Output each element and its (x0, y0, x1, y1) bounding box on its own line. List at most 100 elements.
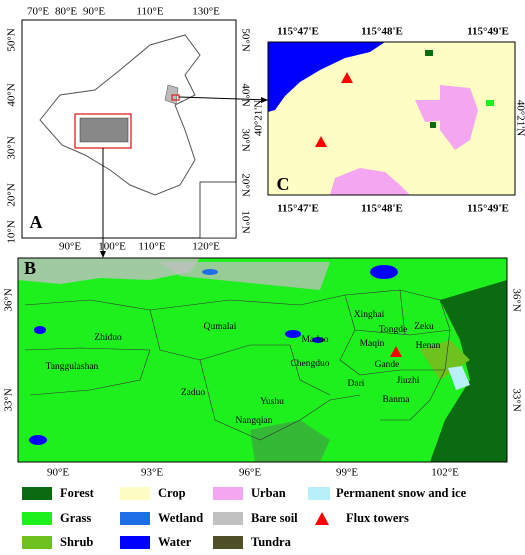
tick-label: 36°N (3, 288, 15, 311)
lake (34, 326, 46, 334)
tick-label: 30°N (239, 128, 251, 151)
legend-swatch (213, 487, 243, 500)
tick-label: 115°49'E (467, 203, 509, 215)
tick-label: 40°21'N (514, 100, 525, 136)
tick-label: 10°N (6, 220, 18, 243)
study-area (79, 117, 129, 143)
lake (370, 265, 398, 279)
tick-label: 90°E (59, 241, 81, 253)
tick-label: 99°E (336, 467, 358, 479)
place-label: Maduo (302, 335, 329, 345)
tick-label: 120°E (192, 241, 220, 253)
tick-label: 100°E (98, 241, 126, 253)
panel-label: A (30, 212, 43, 232)
snow-ice (448, 366, 470, 390)
lake (285, 330, 301, 338)
legend-swatch (22, 487, 52, 500)
legend-swatch (120, 536, 150, 549)
place-label: Gande (375, 360, 400, 370)
tick-label: 36°N (510, 288, 522, 311)
water (268, 42, 385, 112)
tick-label: 96°E (239, 467, 261, 479)
place-label: Jiuzhi (397, 376, 420, 386)
legend-swatch (22, 512, 52, 525)
tick-label: 40°21'N (253, 100, 265, 136)
legend-label: Forest (60, 486, 95, 500)
tick-label: 80°E (55, 6, 77, 18)
tick-label: 30°N (6, 136, 18, 159)
urban (415, 100, 445, 122)
place-label: Chengduo (290, 359, 329, 369)
tick-label: 20°N (6, 183, 18, 206)
legend-swatch (315, 512, 329, 525)
frame (267, 41, 516, 196)
flux-tower (315, 136, 327, 147)
tick-label: 102°E (431, 467, 459, 479)
inset (199, 181, 237, 239)
tick-label: 93°E (141, 467, 163, 479)
tick-label: 90°E (47, 467, 69, 479)
lake (202, 269, 218, 275)
tick-label: 10°N (239, 210, 251, 233)
legend-swatch (120, 487, 150, 500)
forest (425, 50, 433, 56)
legend-label: Wetland (158, 511, 203, 525)
lake (312, 337, 324, 343)
tick-label: 20°N (239, 173, 251, 196)
tick-label: 110°E (136, 6, 163, 18)
panel-label: B (24, 258, 36, 278)
place-label: Maqin (360, 339, 385, 349)
forest (250, 420, 330, 462)
legend-label: Permanent snow and ice (336, 486, 467, 500)
bare-soil (18, 258, 200, 284)
legend-label: Crop (158, 486, 186, 500)
panel-b (17, 257, 508, 463)
forest (430, 122, 436, 128)
grass (486, 100, 494, 106)
urban (440, 85, 478, 150)
arrowhead (100, 251, 106, 258)
place-label: Henan (416, 341, 441, 351)
legend-label: Bare soil (251, 511, 298, 525)
place-label: Qumalai (204, 322, 237, 332)
place-label: Nangqian (236, 416, 273, 426)
tick-label: 50°N (239, 28, 251, 51)
tick-label: 70°E (27, 6, 49, 18)
bare-soil (160, 262, 330, 290)
panel-c (267, 41, 516, 196)
place-label: Xinghai (354, 310, 385, 320)
legend-label: Flux towers (346, 511, 409, 525)
legend-swatch (213, 536, 243, 549)
legend-label: Shrub (60, 535, 93, 549)
place-label: Banma (383, 395, 411, 405)
place-label: Zeku (414, 322, 434, 332)
place-label: Tongde (379, 325, 407, 335)
forest (430, 280, 507, 462)
shrub (420, 340, 470, 380)
panel-label: C (277, 174, 290, 194)
tick-label: 130°E (192, 6, 220, 18)
tick-label: 115°48'E (361, 26, 403, 38)
legend-swatch (120, 512, 150, 525)
tick-label: 90°E (83, 6, 105, 18)
legend-label: Water (158, 535, 192, 549)
flux-tower (341, 72, 353, 83)
place-label: Zaduo (181, 388, 206, 398)
legend-label: Tundra (251, 535, 292, 549)
frame (17, 257, 508, 463)
tick-label: 33°N (510, 388, 522, 411)
flux-tower (390, 346, 402, 357)
tick-label: 115°47'E (277, 26, 319, 38)
county-borders (24, 289, 451, 441)
place-label: Tanggulashan (46, 362, 99, 372)
tick-label: 115°48'E (361, 203, 403, 215)
legend-label: Urban (251, 486, 286, 500)
legend-label: Grass (60, 511, 91, 525)
lake (29, 435, 47, 445)
place-label: Zhiduo (94, 333, 122, 343)
tick-label: 110°E (138, 241, 165, 253)
legend-swatch (22, 536, 52, 549)
tick-label: 115°47'E (277, 203, 319, 215)
tick-label: 40°N (6, 83, 18, 106)
